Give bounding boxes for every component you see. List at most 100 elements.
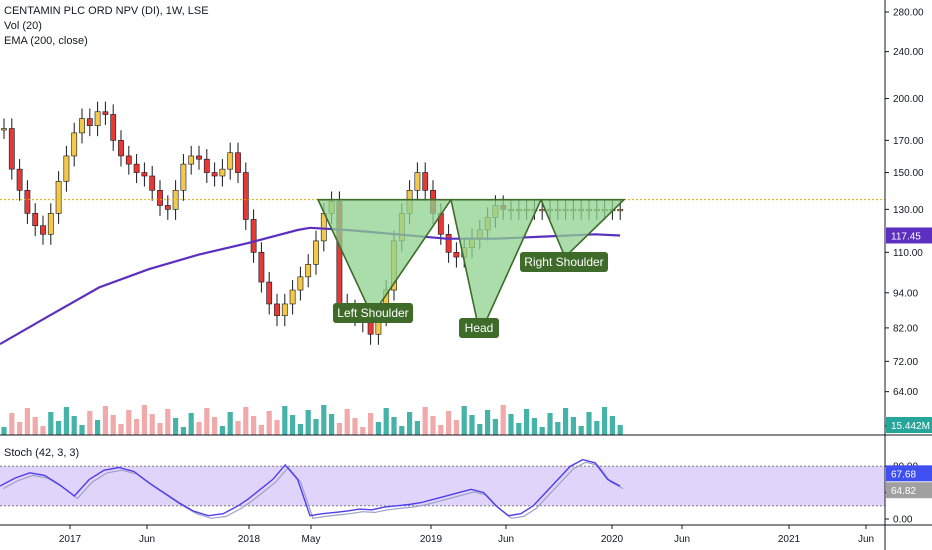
volume-bar: [617, 425, 623, 435]
pattern-drawings[interactable]: Left Shoulder Head Right Shoulder: [316, 198, 626, 338]
time-tick-label: 2021: [778, 534, 801, 545]
left-shoulder-shape[interactable]: [316, 198, 453, 318]
price-tick-label: 240.00: [893, 47, 924, 58]
volume-bar: [391, 417, 397, 435]
volume-bar: [469, 415, 475, 435]
candle-body: [157, 190, 163, 206]
candle-body: [71, 132, 78, 157]
volume-bar: [219, 426, 225, 435]
stoch-tag-label: 64.82: [891, 486, 916, 497]
candle-body: [1, 128, 7, 131]
right-shoulder-shape[interactable]: [539, 198, 626, 259]
volume-bar: [446, 411, 452, 435]
volume-bar: [79, 425, 85, 435]
candle-body: [453, 252, 460, 258]
volume-bar: [110, 415, 116, 435]
stoch-tick-label: 0.00: [893, 515, 913, 526]
volume-bar: [329, 414, 335, 435]
volume-bar: [56, 421, 62, 435]
pattern-label[interactable]: Right Shoulder: [524, 255, 603, 269]
time-tick-label: 2018: [238, 534, 261, 545]
volume-bar: [196, 422, 202, 435]
volume-bar: [173, 418, 179, 435]
stoch-tag-box: [886, 482, 932, 499]
volume-bar: [32, 417, 38, 435]
candle-body: [242, 172, 249, 220]
candle-body: [133, 163, 140, 173]
price-tag-box: [886, 417, 932, 433]
candle-body: [250, 219, 257, 253]
volume-bar: [180, 427, 186, 435]
candle-body: [94, 111, 101, 126]
candle-body: [47, 213, 54, 235]
stoch-legend: Stoch (42, 3, 3): [4, 447, 80, 459]
candle-body: [414, 172, 421, 191]
pattern-label-box[interactable]: [520, 252, 608, 272]
volume-bar: [492, 419, 498, 435]
pattern-label-box[interactable]: [459, 318, 499, 338]
pattern-label[interactable]: Head: [465, 321, 494, 335]
volume-bar: [24, 408, 30, 435]
volume-bar: [578, 426, 584, 435]
candle-body: [266, 281, 273, 305]
price-tag-box: [886, 227, 932, 244]
candle-body: [235, 152, 241, 173]
candle-body: [110, 114, 117, 141]
stoch-d-line: [2, 461, 624, 519]
volume-bar: [586, 412, 592, 435]
volume-bar: [274, 420, 280, 435]
candle-body: [203, 158, 210, 173]
volume-bar: [118, 424, 124, 435]
volume-bar: [352, 418, 358, 435]
volume-bar: [375, 422, 381, 435]
time-tick-label: Jun: [139, 534, 155, 545]
volume-bar: [321, 405, 327, 435]
price-tick-label: 130.00: [893, 205, 924, 216]
candle-body: [149, 175, 156, 191]
volume-bar: [134, 419, 140, 435]
candle-body: [196, 155, 202, 160]
volume-bar: [63, 407, 69, 435]
volume-bar: [477, 424, 483, 435]
head-shape[interactable]: [450, 198, 543, 337]
volume-bar: [539, 427, 545, 435]
volume-legend: Vol (20): [4, 20, 42, 32]
volume-bar: [563, 408, 569, 435]
volume-bar: [383, 408, 389, 435]
candle-body: [180, 163, 187, 191]
volume-bar: [461, 406, 467, 435]
pattern-label[interactable]: Left Shoulder: [337, 306, 408, 320]
volume-bar: [9, 413, 15, 435]
candle-body: [24, 190, 31, 214]
volume-bar: [48, 412, 54, 435]
time-tick-label: 2020: [601, 534, 624, 545]
price-tags: 117.45 15.442M 67.68 64.82: [886, 227, 932, 499]
chart-title: CENTAMIN PLC ORD NPV (DI), 1W, LSE: [4, 5, 209, 17]
pattern-label-box[interactable]: [333, 303, 413, 323]
volume-bar: [430, 416, 436, 435]
stoch-pane: [0, 458, 885, 519]
volume-bar: [258, 425, 264, 435]
volume-bar: [360, 427, 366, 435]
price-tick-label: 170.00: [893, 136, 924, 147]
volume-bar: [149, 414, 155, 435]
volume-bar: [227, 412, 233, 435]
stoch-tag-box: [886, 465, 932, 482]
candle-body: [40, 225, 46, 235]
candle-body: [539, 209, 546, 212]
volume-bar: [71, 416, 77, 435]
volume-bar: [87, 411, 93, 435]
volume-bar: [17, 422, 23, 435]
candle-body: [55, 180, 62, 214]
candle-body: [164, 205, 171, 210]
volume-bar: [188, 413, 194, 435]
price-tick-label: 94.00: [893, 288, 918, 299]
volume-bar: [102, 406, 108, 435]
volume-bar: [212, 417, 218, 435]
time-tick-label: May: [302, 534, 321, 545]
time-tick-label: Jun: [858, 534, 874, 545]
price-tick-label: 82.00: [893, 323, 918, 334]
candle-body: [313, 240, 319, 265]
